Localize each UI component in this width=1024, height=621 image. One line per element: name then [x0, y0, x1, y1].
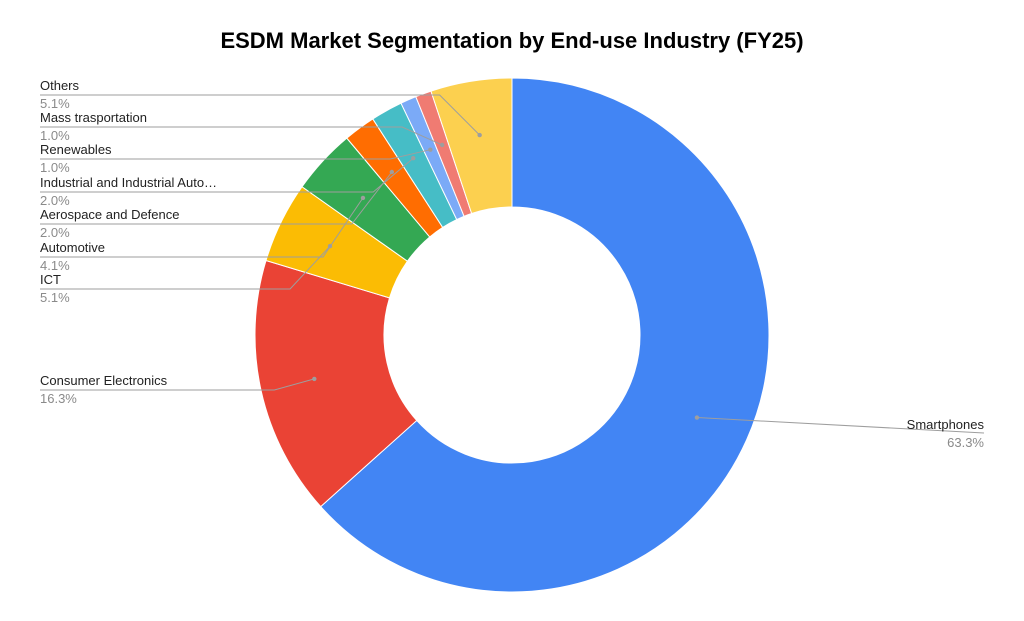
slice-others[interactable] — [430, 77, 513, 215]
pct-mass-trasportation: 1.0% — [40, 128, 70, 143]
leader-line-consumer-electronics — [40, 378, 315, 391]
labels-layer: Smartphones 63.3% Consumer Electronics 16.3… — [40, 78, 984, 450]
label-automotive: Automotive — [40, 240, 105, 255]
pct-consumer-electronics: 16.3% — [40, 391, 77, 406]
pct-automotive: 4.1% — [40, 258, 70, 273]
label-industrial-and-industrial-auto: Industrial and Industrial Auto… — [40, 175, 217, 190]
label-ict: ICT — [40, 272, 61, 287]
label-smartphones: Smartphones — [907, 417, 985, 432]
slices-layer — [254, 77, 770, 593]
slice-smartphones[interactable] — [319, 77, 770, 593]
pct-smartphones: 63.3% — [947, 435, 984, 450]
label-consumer-electronics: Consumer Electronics — [40, 373, 168, 388]
pct-others: 5.1% — [40, 96, 70, 111]
leader-line-mass-trasportation — [40, 126, 443, 146]
leader-dot-smartphones — [694, 415, 700, 420]
leader-line-others — [40, 94, 481, 136]
leader-line-smartphones — [696, 417, 985, 434]
chart-title: ESDM Market Segmentation by End-use Indu… — [220, 28, 804, 53]
leader-line-aerospace-and-defence — [40, 171, 393, 225]
leader-line-ict — [40, 245, 331, 290]
pct-aerospace-and-defence: 2.0% — [40, 225, 70, 240]
label-mass-trasportation: Mass trasportation — [40, 110, 147, 125]
pct-renewables: 1.0% — [40, 160, 70, 175]
leader-line-renewables — [40, 149, 431, 160]
label-renewables: Renewables — [40, 142, 112, 157]
label-others: Others — [40, 78, 80, 93]
leader-line-industrial-and-industrial-auto — [40, 157, 414, 193]
pct-ict: 5.1% — [40, 290, 70, 305]
label-aerospace-and-defence: Aerospace and Defence — [40, 207, 179, 222]
pct-industrial-and-industrial-auto: 2.0% — [40, 193, 70, 208]
leader-line-automotive — [40, 197, 364, 258]
slice-consumer-electronics[interactable] — [254, 259, 418, 508]
leaders-layer — [40, 94, 985, 434]
